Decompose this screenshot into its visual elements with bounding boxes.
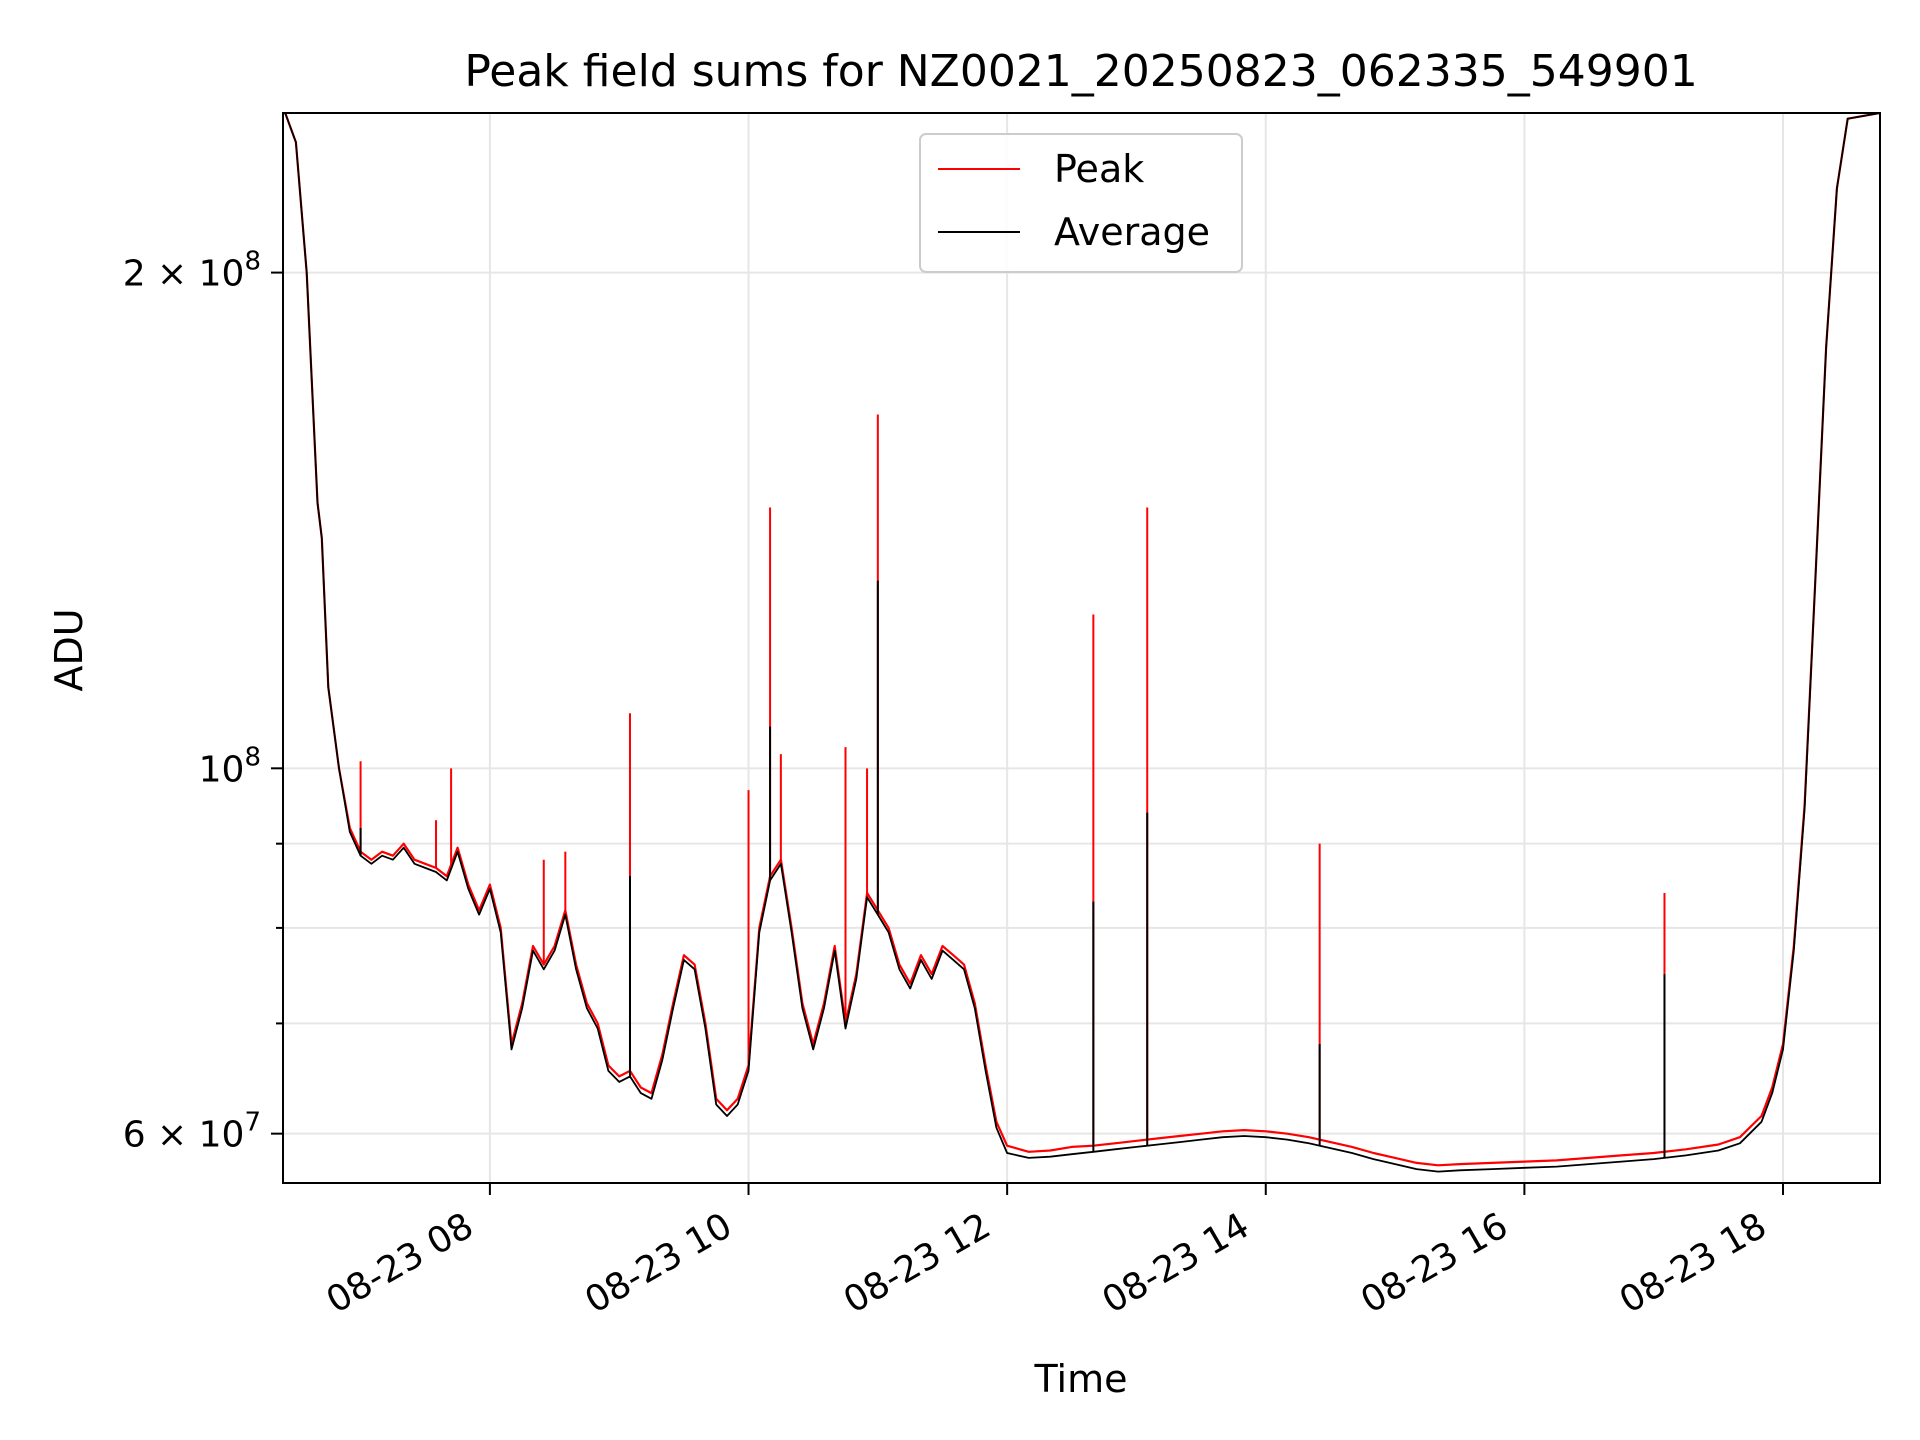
series-average xyxy=(284,113,1880,1173)
y-tick-label: 2 × 108 xyxy=(123,247,261,295)
y-axis-label: ADU xyxy=(47,608,91,691)
series-line-average xyxy=(284,113,1880,1173)
plot-area xyxy=(284,113,1880,1173)
plot-frame xyxy=(282,112,1881,1184)
grid xyxy=(283,113,1880,1183)
legend: Peak Average xyxy=(919,133,1243,273)
y-tick-label: 6 × 107 xyxy=(123,1108,261,1156)
chart-title: Peak field sums for NZ0021_20250823_0623… xyxy=(464,46,1697,97)
legend-label-average: Average xyxy=(1054,210,1210,254)
x-axis-label: Time xyxy=(1034,1357,1128,1401)
legend-label-peak: Peak xyxy=(1054,147,1144,191)
